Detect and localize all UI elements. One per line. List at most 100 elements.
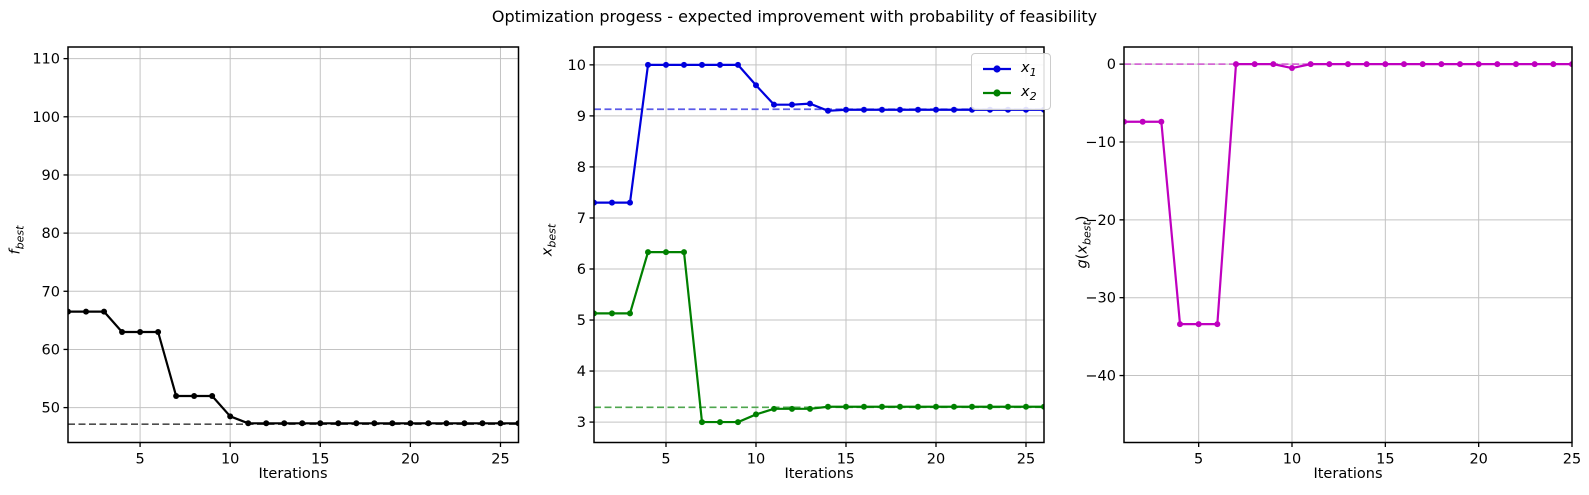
x2-marker xyxy=(609,310,615,317)
x2-marker xyxy=(627,310,633,317)
x1-marker xyxy=(717,61,723,68)
f-best-marker xyxy=(335,420,342,427)
x2-marker xyxy=(969,403,975,410)
g-constraint-marker xyxy=(1139,118,1146,125)
x-best-plot-xtick-label: 25 xyxy=(1017,452,1035,468)
g-constraint-line xyxy=(1124,63,1572,326)
f-best-marker xyxy=(137,328,144,335)
g-x-best-plot-gridlines xyxy=(1124,47,1573,443)
x1-marker xyxy=(879,106,885,113)
x2-marker xyxy=(807,405,813,412)
g-constraint-marker xyxy=(1457,61,1463,68)
f-best-plot-xtick-label: 15 xyxy=(311,452,329,468)
x1-marker xyxy=(753,82,759,89)
x2-marker xyxy=(843,403,849,410)
x-best-plot-ytick-label: 9 xyxy=(577,109,586,125)
f-best-marker xyxy=(371,420,378,427)
x2-marker xyxy=(951,403,957,410)
g-constraint-marker xyxy=(1494,61,1501,68)
g-constraint-marker xyxy=(1345,61,1351,68)
x1-marker xyxy=(645,61,651,68)
g-x-best-plot-xtick-label: 20 xyxy=(1469,452,1487,468)
g-constraint-marker xyxy=(1363,61,1370,68)
x1-marker xyxy=(951,106,957,113)
f-best-plot-xtick-label: 10 xyxy=(221,452,239,468)
f-best-plot-gridlines xyxy=(68,47,519,443)
g-constraint-marker xyxy=(1177,321,1183,328)
x2-marker xyxy=(1005,403,1011,410)
x1-marker xyxy=(663,61,669,68)
x1-marker xyxy=(843,106,849,113)
legend-label-x1: x1 xyxy=(1021,60,1037,79)
g-constraint-marker xyxy=(1531,61,1538,68)
g-constraint-marker xyxy=(1513,61,1519,68)
x1-marker xyxy=(933,106,939,113)
g-constraint-marker xyxy=(1326,61,1333,68)
x2-marker xyxy=(1023,403,1029,410)
g-x-best-plot-ytick-label: −30 xyxy=(1085,291,1116,307)
g-constraint-marker xyxy=(1233,61,1239,68)
f-best-plot-xtick-label: 25 xyxy=(491,452,509,468)
legend-swatch-x2-icon xyxy=(983,89,1011,97)
f-best-plot-ytick-label: 70 xyxy=(42,284,60,300)
x-best-plot-gridlines xyxy=(594,47,1044,443)
g-x-best-plot-ytick-label: −40 xyxy=(1085,369,1116,385)
f-best-marker xyxy=(155,328,162,335)
x2-marker xyxy=(735,419,741,426)
x2-marker xyxy=(663,249,669,256)
x2-marker xyxy=(861,403,867,410)
x1-marker xyxy=(897,106,903,113)
x2-marker xyxy=(681,249,687,256)
f-best-plot: 5 10 15 20 25 50 60 70 80 90 100 110 xyxy=(32,46,520,468)
left-plot-ylabel: fbest xyxy=(7,225,27,255)
g-constraint-series xyxy=(1124,61,1572,328)
x2-marker xyxy=(915,403,921,410)
x2-marker xyxy=(753,411,759,418)
f-best-plot-ytick-label: 90 xyxy=(42,168,60,184)
g-constraint-marker xyxy=(1550,61,1557,68)
g-x-best-plot: 5 10 15 20 25 0 −10 −20 −30 −40 xyxy=(1085,46,1581,468)
f-best-plot-ytick-label: 80 xyxy=(42,226,60,242)
legend-item-x2: x2 xyxy=(982,85,1037,102)
f-best-marker xyxy=(119,328,126,335)
legend-item-x1: x1 xyxy=(982,61,1037,78)
f-best-marker xyxy=(173,392,180,399)
x2-marker xyxy=(645,249,651,256)
f-best-marker xyxy=(209,392,216,399)
f-best-plot-ytick-label: 50 xyxy=(42,401,60,417)
f-best-marker xyxy=(263,420,270,427)
x-best-plot: 5 10 15 20 25 3 4 5 6 7 8 9 10 xyxy=(568,46,1045,468)
g-constraint-marker xyxy=(1270,61,1277,68)
middle-plot-xlabel: Iterations xyxy=(784,466,854,482)
f-best-plot-xtick-label: 20 xyxy=(401,452,419,468)
g-constraint-marker xyxy=(1214,321,1221,328)
x-best-plot-ytick-label: 4 xyxy=(577,364,586,380)
g-x-best-plot-xtick-label: 25 xyxy=(1563,452,1581,468)
f-best-plot-axes-box xyxy=(67,46,520,444)
f-best-plot-ytick-label: 110 xyxy=(32,52,60,68)
x-best-plot-xtick-label: 5 xyxy=(661,452,670,468)
x-best-plot-xtick-label: 10 xyxy=(747,452,765,468)
x-best-plot-ytick-label: 5 xyxy=(577,313,586,329)
f-best-marker xyxy=(299,420,306,427)
f-best-plot-xtick-label: 5 xyxy=(135,452,144,468)
g-x-best-plot-xtick-label: 15 xyxy=(1376,452,1394,468)
figure-title: Optimization progess - expected improvem… xyxy=(491,7,1098,26)
middle-plot-ylabel: xbest xyxy=(539,223,559,257)
f-best-marker xyxy=(83,308,90,315)
x1-marker xyxy=(915,106,921,113)
g-constraint-marker xyxy=(1382,61,1389,68)
g-constraint-marker xyxy=(1419,61,1426,68)
f-best-marker xyxy=(461,420,468,427)
f-best-marker xyxy=(317,420,324,427)
f-best-series xyxy=(68,308,519,427)
f-best-marker xyxy=(281,420,288,427)
f-best-plot-ytick-label: 60 xyxy=(42,342,60,358)
f-best-marker xyxy=(353,420,360,427)
legend-label-x2: x2 xyxy=(1021,83,1037,103)
x-best-plot-xtick-label: 15 xyxy=(837,452,855,468)
legend-swatch-x1-icon xyxy=(983,65,1011,74)
x1-marker xyxy=(735,61,741,68)
